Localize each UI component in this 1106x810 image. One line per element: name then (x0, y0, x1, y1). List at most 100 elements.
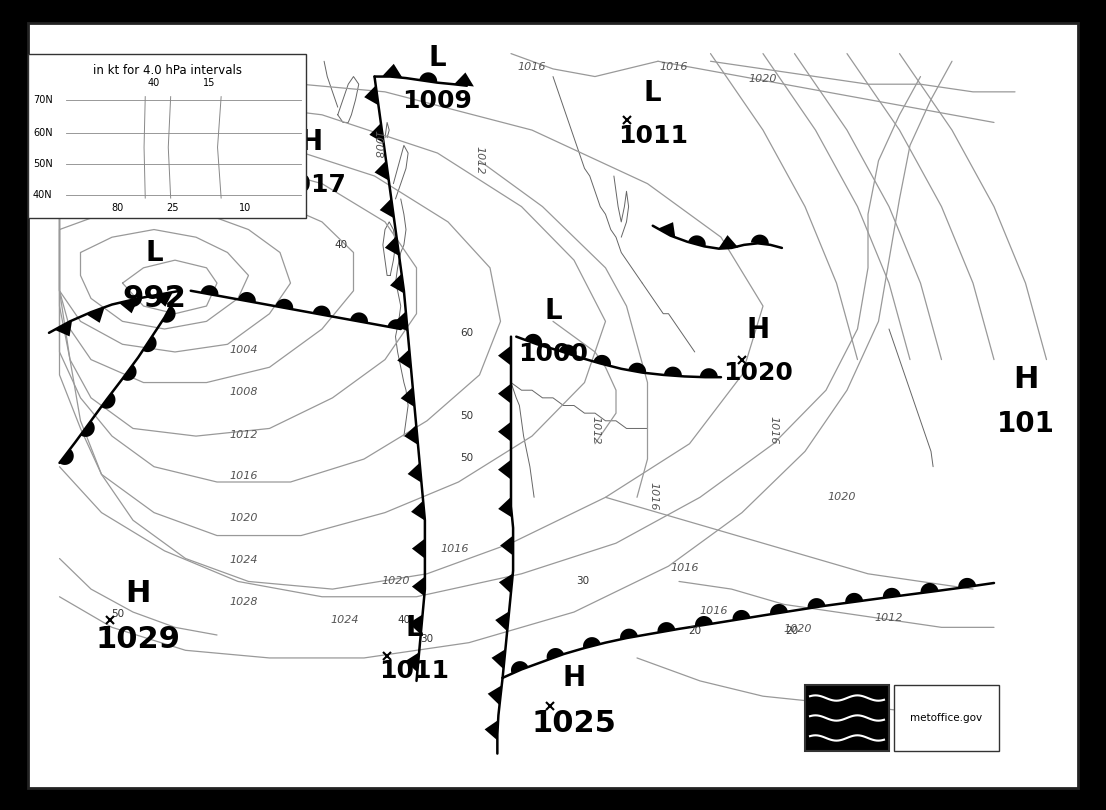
Bar (894, 684, 999, 752)
Polygon shape (695, 616, 713, 626)
Text: 1024: 1024 (229, 555, 258, 565)
Polygon shape (559, 344, 576, 356)
Text: 1020: 1020 (229, 513, 258, 523)
Polygon shape (583, 637, 601, 648)
Polygon shape (411, 539, 425, 559)
Text: H: H (563, 664, 585, 692)
Polygon shape (511, 661, 529, 674)
Polygon shape (498, 459, 511, 480)
Polygon shape (60, 449, 74, 465)
Polygon shape (491, 649, 505, 669)
Text: 1020: 1020 (723, 360, 793, 385)
Text: 1028: 1028 (229, 597, 258, 608)
Text: 50: 50 (460, 453, 473, 463)
Polygon shape (379, 198, 394, 218)
Polygon shape (54, 320, 72, 336)
Text: 50: 50 (460, 411, 473, 421)
Text: 1016: 1016 (649, 481, 659, 510)
Polygon shape (524, 334, 542, 346)
Text: 30: 30 (420, 633, 434, 644)
Polygon shape (119, 298, 138, 313)
Polygon shape (495, 612, 509, 631)
Polygon shape (488, 685, 502, 706)
Text: 1004: 1004 (229, 345, 258, 355)
Bar (1081, 0, 1106, 810)
Text: 1016: 1016 (229, 471, 258, 481)
Text: 1011: 1011 (379, 659, 449, 683)
Polygon shape (375, 160, 389, 181)
Polygon shape (807, 598, 825, 608)
Polygon shape (700, 369, 718, 377)
Text: 1020: 1020 (827, 492, 856, 502)
Text: 1017: 1017 (276, 173, 346, 198)
Text: 101: 101 (997, 411, 1054, 438)
Bar (0, 790, 1106, 810)
Polygon shape (498, 422, 511, 441)
Text: L: L (145, 239, 163, 267)
Polygon shape (408, 463, 421, 483)
Text: 1024: 1024 (331, 615, 359, 625)
Polygon shape (387, 319, 406, 330)
Polygon shape (200, 285, 219, 296)
Polygon shape (364, 86, 378, 105)
Polygon shape (123, 364, 136, 381)
Polygon shape (275, 299, 293, 309)
Text: 1012: 1012 (875, 613, 904, 623)
Polygon shape (546, 648, 564, 660)
Text: L: L (644, 79, 661, 107)
Polygon shape (498, 384, 511, 403)
Polygon shape (770, 604, 787, 614)
Text: 1016: 1016 (699, 606, 728, 616)
Text: 1016: 1016 (518, 62, 546, 72)
Text: 60: 60 (460, 328, 473, 338)
Polygon shape (400, 387, 415, 407)
Polygon shape (620, 629, 638, 639)
Text: 1025: 1025 (532, 709, 616, 738)
Polygon shape (143, 335, 157, 352)
Text: 80: 80 (111, 203, 123, 213)
Polygon shape (238, 292, 255, 303)
Text: 1016: 1016 (769, 416, 779, 445)
Polygon shape (394, 312, 408, 331)
Text: 1020: 1020 (783, 624, 812, 634)
Polygon shape (404, 425, 418, 445)
Text: 1009: 1009 (403, 89, 472, 113)
Text: H: H (300, 128, 323, 156)
Text: 1012: 1012 (229, 429, 258, 440)
Text: 1029: 1029 (96, 625, 180, 654)
Polygon shape (958, 578, 977, 588)
Text: 50: 50 (111, 608, 124, 619)
Polygon shape (101, 393, 115, 409)
Polygon shape (163, 306, 176, 322)
Polygon shape (313, 305, 331, 316)
Text: 1016: 1016 (659, 62, 688, 72)
Bar (0, 0, 25, 810)
Polygon shape (658, 222, 676, 238)
Text: L: L (544, 296, 562, 325)
Polygon shape (718, 235, 739, 249)
Text: 60N: 60N (33, 127, 53, 138)
Polygon shape (484, 720, 498, 740)
Text: 1016: 1016 (670, 563, 699, 573)
Polygon shape (628, 363, 646, 373)
Text: 992: 992 (122, 284, 186, 313)
Polygon shape (657, 622, 676, 633)
Text: 40: 40 (147, 79, 159, 88)
Polygon shape (751, 235, 769, 245)
Polygon shape (455, 72, 473, 87)
Polygon shape (920, 583, 939, 593)
Text: 30: 30 (576, 577, 589, 586)
Polygon shape (498, 497, 512, 518)
Polygon shape (154, 292, 173, 307)
Polygon shape (385, 236, 399, 256)
Text: 20: 20 (785, 626, 797, 636)
Text: 1011: 1011 (618, 124, 688, 147)
Bar (28, 53, 306, 218)
Polygon shape (593, 355, 611, 366)
Text: 1012: 1012 (589, 416, 599, 445)
Polygon shape (664, 367, 682, 377)
Polygon shape (411, 577, 425, 597)
Text: 1000: 1000 (518, 342, 588, 365)
Polygon shape (383, 64, 403, 78)
Text: 1020: 1020 (382, 577, 409, 586)
